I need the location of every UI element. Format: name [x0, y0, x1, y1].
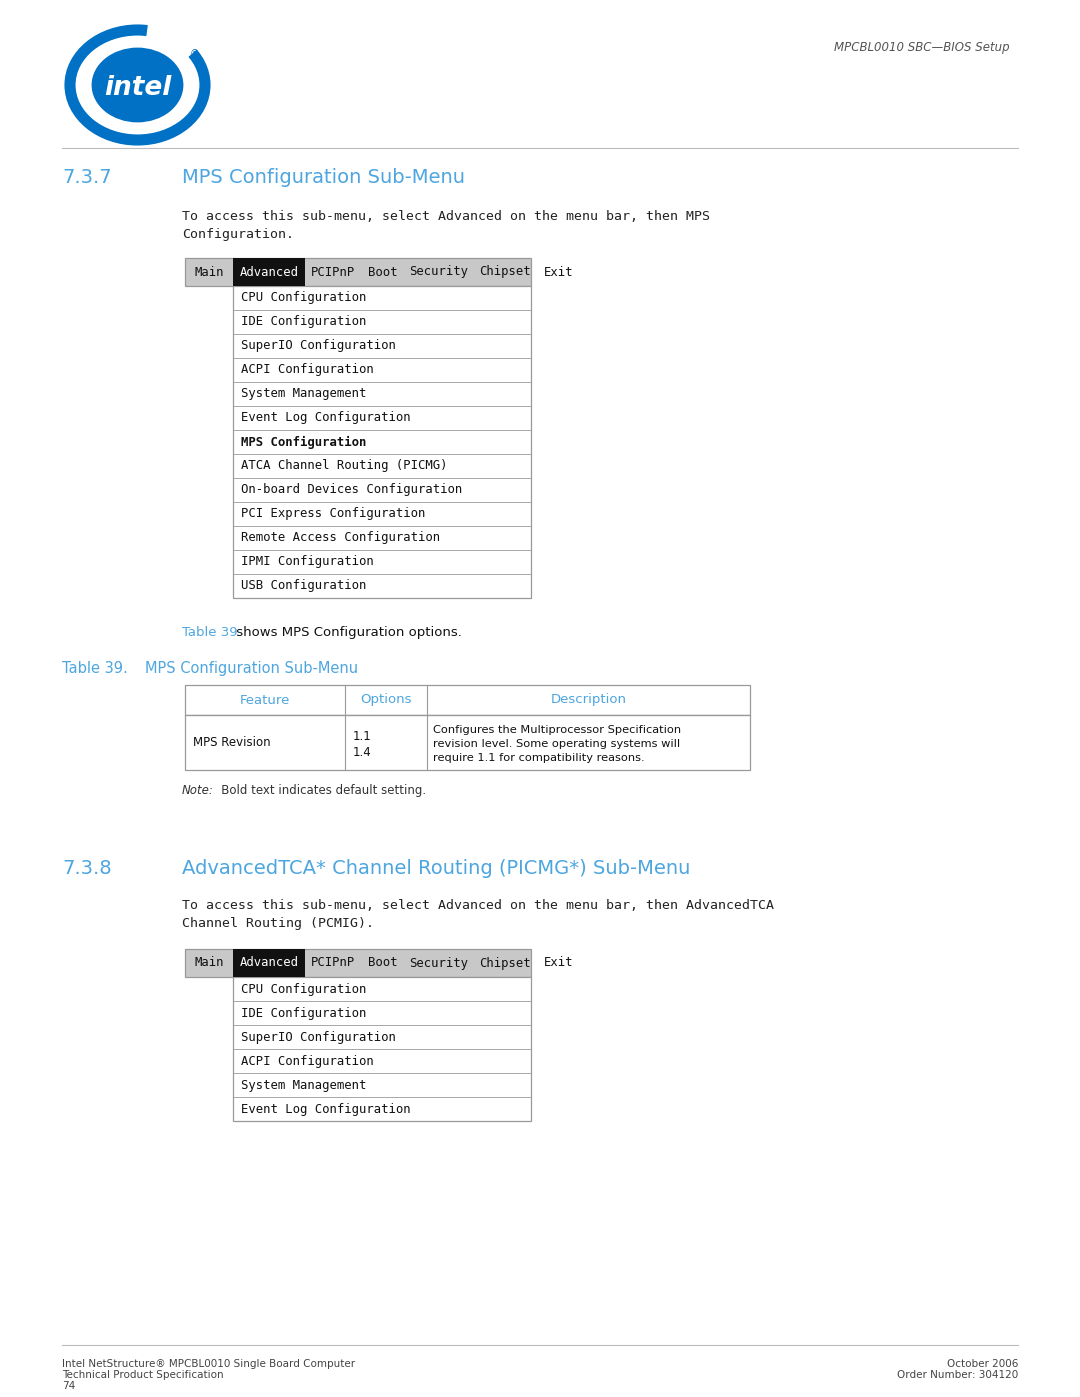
Text: AdvancedTCA* Channel Routing (PICMG*) Sub-Menu: AdvancedTCA* Channel Routing (PICMG*) Su… [183, 859, 690, 877]
Text: MPS Configuration Sub-Menu: MPS Configuration Sub-Menu [145, 661, 359, 676]
Text: Advanced: Advanced [240, 265, 298, 278]
Text: Configuration.: Configuration. [183, 228, 294, 242]
Text: System Management: System Management [241, 387, 366, 401]
Text: 7.3.8: 7.3.8 [62, 859, 111, 877]
Text: MPCBL0010 SBC—BIOS Setup: MPCBL0010 SBC—BIOS Setup [835, 42, 1010, 54]
Bar [185, 949, 531, 977]
Text: PCI Express Configuration: PCI Express Configuration [241, 507, 426, 521]
Text: 1.1: 1.1 [353, 731, 372, 743]
Text: Description: Description [551, 693, 626, 707]
Text: ®: ® [189, 49, 199, 59]
Bar [233, 977, 531, 1120]
Text: Order Number: 304120: Order Number: 304120 [896, 1370, 1018, 1380]
Text: Security: Security [409, 265, 469, 278]
Text: MPS Revision: MPS Revision [193, 736, 271, 749]
Text: Exit: Exit [544, 265, 573, 278]
Text: shows MPS Configuration options.: shows MPS Configuration options. [232, 626, 462, 638]
Text: October 2006: October 2006 [947, 1359, 1018, 1369]
Text: Feature: Feature [240, 693, 291, 707]
Text: Options: Options [361, 693, 411, 707]
Text: CPU Configuration: CPU Configuration [241, 982, 366, 996]
Text: Boot: Boot [368, 957, 397, 970]
Bar [185, 715, 750, 770]
Bar [185, 258, 531, 286]
Text: CPU Configuration: CPU Configuration [241, 292, 366, 305]
Text: IDE Configuration: IDE Configuration [241, 316, 366, 328]
Text: 1.4: 1.4 [353, 746, 372, 759]
Text: IDE Configuration: IDE Configuration [241, 1006, 366, 1020]
Text: To access this sub-menu, select Advanced on the menu bar, then AdvancedTCA: To access this sub-menu, select Advanced… [183, 900, 774, 912]
Text: Configures the Multiprocessor Specification: Configures the Multiprocessor Specificat… [433, 725, 681, 735]
Text: Technical Product Specification: Technical Product Specification [62, 1370, 224, 1380]
Text: Exit: Exit [544, 957, 573, 970]
Text: Boot: Boot [368, 265, 397, 278]
Text: Advanced: Advanced [240, 957, 298, 970]
Text: To access this sub-menu, select Advanced on the menu bar, then MPS: To access this sub-menu, select Advanced… [183, 210, 710, 224]
Text: 7.3.7: 7.3.7 [62, 168, 111, 187]
Bar [233, 949, 305, 977]
Text: 74: 74 [62, 1382, 76, 1391]
Bar [233, 286, 531, 598]
Text: MPS Configuration Sub-Menu: MPS Configuration Sub-Menu [183, 168, 465, 187]
Bar [185, 685, 750, 715]
Text: Bold text indicates default setting.: Bold text indicates default setting. [210, 784, 427, 798]
Text: ACPI Configuration: ACPI Configuration [241, 363, 374, 377]
Text: USB Configuration: USB Configuration [241, 580, 366, 592]
Text: MPS Configuration: MPS Configuration [241, 436, 366, 448]
Text: Table 39: Table 39 [183, 626, 238, 638]
Text: Event Log Configuration: Event Log Configuration [241, 1102, 410, 1115]
Text: On-board Devices Configuration: On-board Devices Configuration [241, 483, 462, 496]
Text: Table 39.: Table 39. [62, 661, 127, 676]
Text: Note:: Note: [183, 784, 214, 798]
Text: Chipset: Chipset [480, 957, 530, 970]
Text: Remote Access Configuration: Remote Access Configuration [241, 531, 441, 545]
Text: Chipset: Chipset [480, 265, 530, 278]
Text: ATCA Channel Routing (PICMG): ATCA Channel Routing (PICMG) [241, 460, 447, 472]
Text: Channel Routing (PCMIG).: Channel Routing (PCMIG). [183, 916, 374, 930]
Text: revision level. Some operating systems will: revision level. Some operating systems w… [433, 739, 680, 749]
Text: PCIPnP: PCIPnP [311, 957, 355, 970]
Text: IPMI Configuration: IPMI Configuration [241, 556, 374, 569]
Text: Security: Security [409, 957, 469, 970]
Text: intel: intel [104, 75, 171, 101]
Text: Event Log Configuration: Event Log Configuration [241, 412, 410, 425]
Text: ACPI Configuration: ACPI Configuration [241, 1055, 374, 1067]
Text: SuperIO Configuration: SuperIO Configuration [241, 339, 396, 352]
Text: PCIPnP: PCIPnP [311, 265, 355, 278]
Text: System Management: System Management [241, 1078, 366, 1091]
Ellipse shape [92, 47, 184, 123]
Text: SuperIO Configuration: SuperIO Configuration [241, 1031, 396, 1044]
Text: Intel NetStructure® MPCBL0010 Single Board Computer: Intel NetStructure® MPCBL0010 Single Boa… [62, 1359, 355, 1369]
Text: Main: Main [194, 265, 224, 278]
Bar [233, 258, 305, 286]
Text: Main: Main [194, 957, 224, 970]
Text: require 1.1 for compatibility reasons.: require 1.1 for compatibility reasons. [433, 753, 645, 763]
